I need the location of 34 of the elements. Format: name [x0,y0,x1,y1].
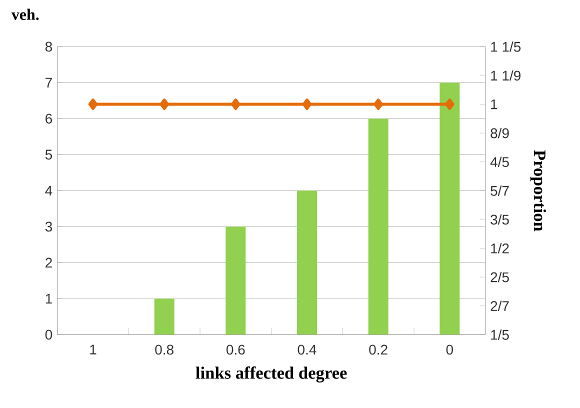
y-tick-label: 8 [45,42,52,52]
x-axis-title: links affected degree [196,366,347,382]
y-tick-label: 3 [45,222,52,232]
x-tick-label: 0.2 [369,344,388,355]
y2-tick-label: 4/5 [490,156,509,168]
y-axis-title: veh. [11,8,39,20]
y2-tick-label: 3/5 [490,214,509,225]
y2-axis-title: Proportion [530,150,546,232]
y2-tick-label: 2/5 [490,272,509,282]
y2-tick-label: 1/5 [491,330,509,340]
y-tick-label: 2 [46,258,52,268]
bar [154,298,174,335]
y-tick-label: 0 [45,330,52,340]
y2-tick-label: 1 1/5 [491,42,521,52]
y2-tick-label: 1 1/9 [491,70,520,81]
y2-tick-label: 1 [491,99,498,110]
x-tick-label: 0.4 [298,344,316,355]
bar [440,82,460,335]
y2-tick-label: 2/7 [490,300,509,312]
y2-tick-label: 5/7 [490,186,509,196]
y-tick-label: 7 [46,78,52,88]
y-tick-label: 6 [46,114,52,124]
bar [297,190,317,335]
y-tick-label: 4 [45,186,52,196]
y-tick-label: 5 [45,150,52,160]
y2-tick-label: 1/2 [491,243,509,254]
x-tick-label: 0 [446,344,454,355]
bar [226,226,246,335]
x-tick-label: 0.8 [155,344,174,355]
y2-tick-label: 8/9 [490,128,509,138]
x-tick-label: 0.6 [226,344,245,355]
bar [368,118,388,335]
y-tick-label: 1 [46,294,52,304]
x-tick-label: 1 [90,344,96,354]
